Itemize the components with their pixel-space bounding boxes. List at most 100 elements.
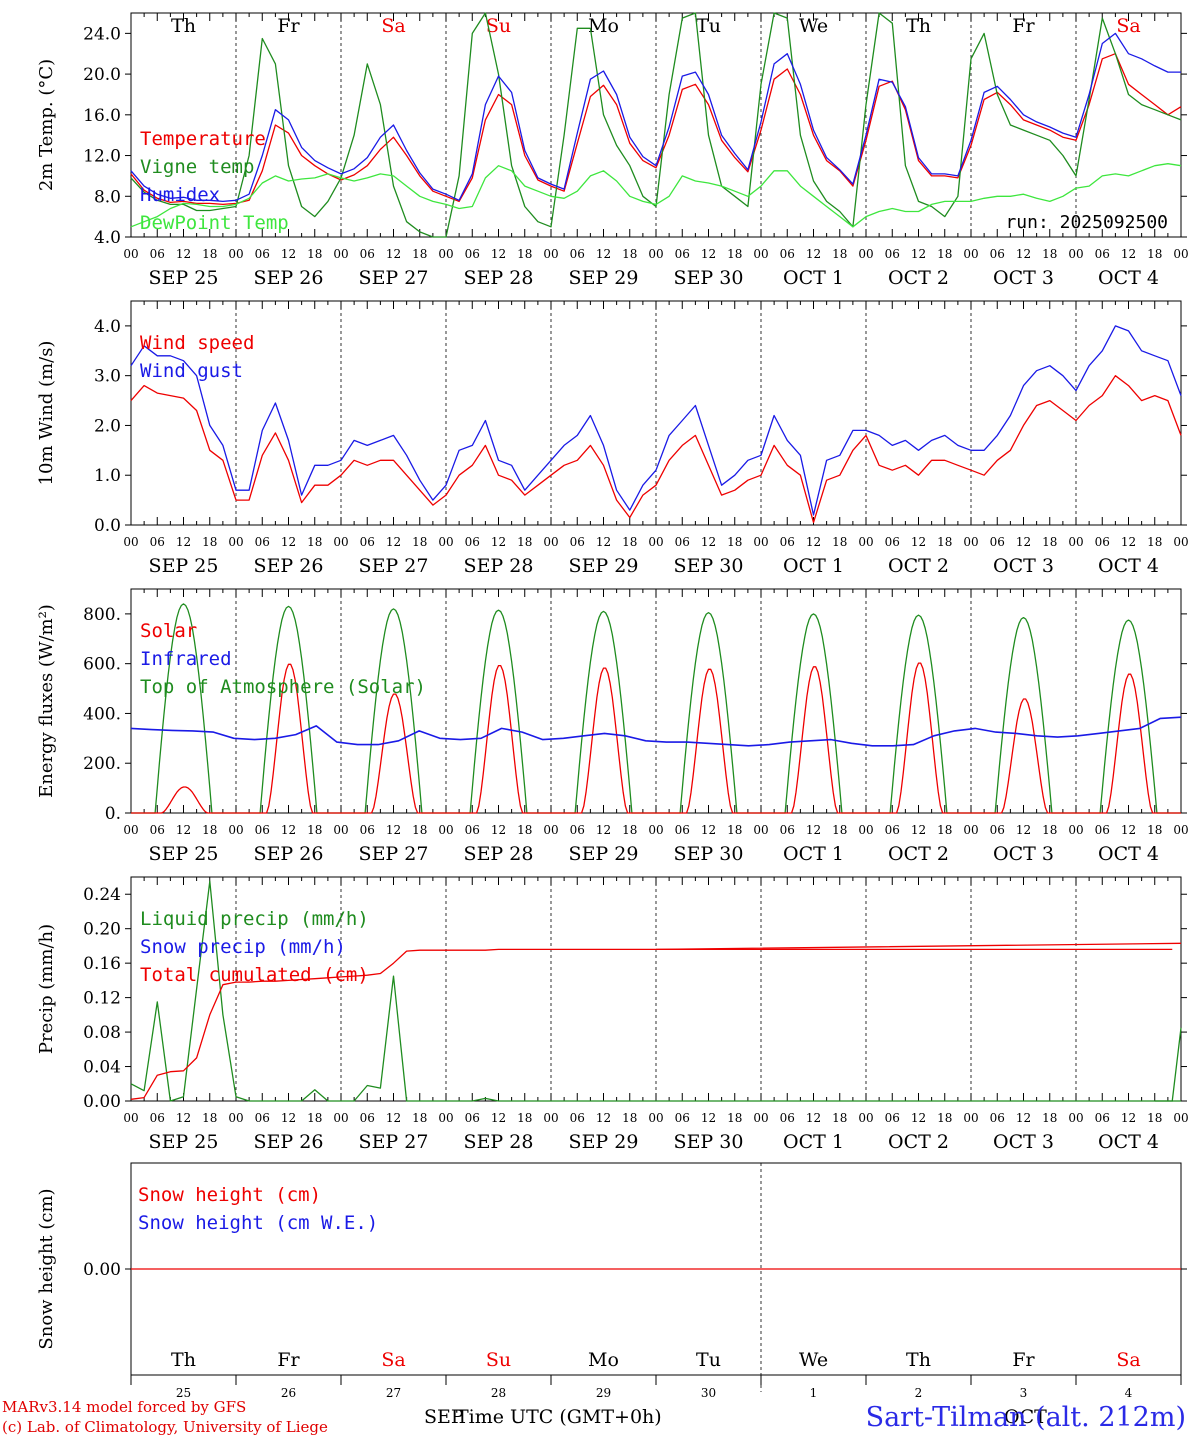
legend-entry: Infrared (140, 648, 232, 670)
hour-label: 00 (438, 1111, 453, 1125)
date-label: SEP 25 (149, 843, 219, 865)
lab-credit: (c) Lab. of Climatology, University of L… (2, 1418, 328, 1436)
weekday-label: We (799, 15, 828, 37)
x-axis-month-oct: OCT (1004, 1406, 1047, 1428)
hour-label: 00 (963, 535, 978, 549)
hour-label: 00 (1068, 535, 1083, 549)
hour-label: 06 (780, 1111, 795, 1125)
hour-label: 06 (570, 1111, 585, 1125)
y-axis-title: Precip (mm/h) (36, 924, 57, 1054)
weekday-label-bottom: Th (171, 1349, 196, 1371)
date-label: OCT 1 (783, 267, 844, 289)
weekday-label-bottom: We (799, 1349, 828, 1371)
hour-label: 00 (123, 823, 138, 837)
hour-label: 00 (123, 1111, 138, 1125)
day-number: 3 (1020, 1386, 1028, 1400)
hour-label: 06 (990, 247, 1005, 261)
legend-entry: DewPoint Temp (140, 212, 289, 234)
hour-label: 18 (412, 535, 427, 549)
date-label: SEP 30 (674, 267, 744, 289)
hour-label: 06 (780, 247, 795, 261)
hour-label: 00 (438, 823, 453, 837)
y-tick-label: 200. (83, 754, 121, 774)
legend-entry: Temperature (140, 128, 266, 150)
hour-label: 12 (176, 823, 191, 837)
date-label: SEP 25 (149, 555, 219, 577)
hour-label: 00 (438, 535, 453, 549)
hour-label: 00 (1068, 1111, 1083, 1125)
y-tick-label: 24.0 (83, 24, 121, 44)
hour-label: 00 (333, 823, 348, 837)
hour-label: 06 (150, 535, 165, 549)
hour-label: 06 (465, 247, 480, 261)
date-label: SEP 26 (254, 1131, 324, 1153)
date-label: OCT 2 (888, 267, 949, 289)
y-tick-label: 400. (83, 704, 121, 724)
date-label: OCT 4 (1098, 267, 1159, 289)
hour-label: 06 (360, 247, 375, 261)
weekday-label-bottom: Sa (1116, 1349, 1140, 1371)
hour-label: 18 (832, 247, 847, 261)
date-label: SEP 30 (674, 843, 744, 865)
hour-label: 06 (675, 247, 690, 261)
hour-label: 18 (727, 823, 742, 837)
hour-label: 06 (990, 535, 1005, 549)
date-label: SEP 28 (464, 267, 534, 289)
y-tick-label: 0. (105, 804, 121, 824)
hour-label: 06 (465, 535, 480, 549)
legend-entry: Snow height (cm) (138, 1184, 321, 1206)
legend-entry: Wind speed (140, 332, 254, 354)
hour-label: 00 (1068, 247, 1083, 261)
hour-label: 12 (701, 535, 716, 549)
hour-label: 12 (386, 535, 401, 549)
hour-label: 00 (543, 247, 558, 261)
hour-label: 06 (570, 535, 585, 549)
hour-label: 06 (255, 823, 270, 837)
hour-label: 18 (937, 1111, 952, 1125)
hour-label: 18 (1042, 535, 1057, 549)
hour-label: 12 (806, 535, 821, 549)
series-liquid-precip-end (1154, 1027, 1182, 1102)
hour-label: 06 (150, 247, 165, 261)
station-name: Sart-Tilman (alt. 212m) (865, 1402, 1186, 1433)
hour-label: 18 (412, 823, 427, 837)
hour-label: 12 (491, 535, 506, 549)
hour-label: 12 (806, 1111, 821, 1125)
hour-label: 00 (1173, 247, 1188, 261)
hour-label: 18 (622, 823, 637, 837)
hour-label: 18 (307, 1111, 322, 1125)
hour-label: 18 (1147, 1111, 1162, 1125)
weekday-label: Sa (1116, 15, 1140, 37)
hour-label: 18 (307, 823, 322, 837)
hour-label: 06 (255, 535, 270, 549)
hour-label: 12 (491, 823, 506, 837)
hour-label: 12 (281, 247, 296, 261)
panel-frame-2 (130, 588, 1182, 814)
y-tick-label: 4.0 (94, 317, 121, 337)
hour-label: 00 (648, 247, 663, 261)
hour-label: 18 (1147, 823, 1162, 837)
legend-entry: Vigne temp (140, 156, 254, 178)
hour-label: 18 (727, 247, 742, 261)
weekday-label-bottom: Mo (588, 1349, 619, 1371)
hour-label: 12 (386, 1111, 401, 1125)
hour-label: 18 (1147, 247, 1162, 261)
hour-label: 12 (701, 247, 716, 261)
y-axis-title: 2m Temp. (°C) (36, 59, 57, 191)
hour-label: 06 (150, 1111, 165, 1125)
hour-label: 18 (937, 535, 952, 549)
hour-label: 00 (228, 1111, 243, 1125)
hour-label: 18 (622, 247, 637, 261)
hour-label: 18 (1042, 1111, 1057, 1125)
date-label: OCT 2 (888, 1131, 949, 1153)
hour-label: 00 (858, 1111, 873, 1125)
y-tick-label: 0.04 (83, 1058, 121, 1078)
weekday-label-bottom: Su (486, 1349, 511, 1371)
legend-entry: Liquid precip (mm/h) (140, 908, 369, 930)
hour-label: 00 (228, 535, 243, 549)
hour-label: 18 (622, 535, 637, 549)
date-label: OCT 1 (783, 555, 844, 577)
series-infrared (130, 716, 1182, 747)
hour-label: 00 (753, 1111, 768, 1125)
weekday-label: Tu (696, 15, 721, 37)
